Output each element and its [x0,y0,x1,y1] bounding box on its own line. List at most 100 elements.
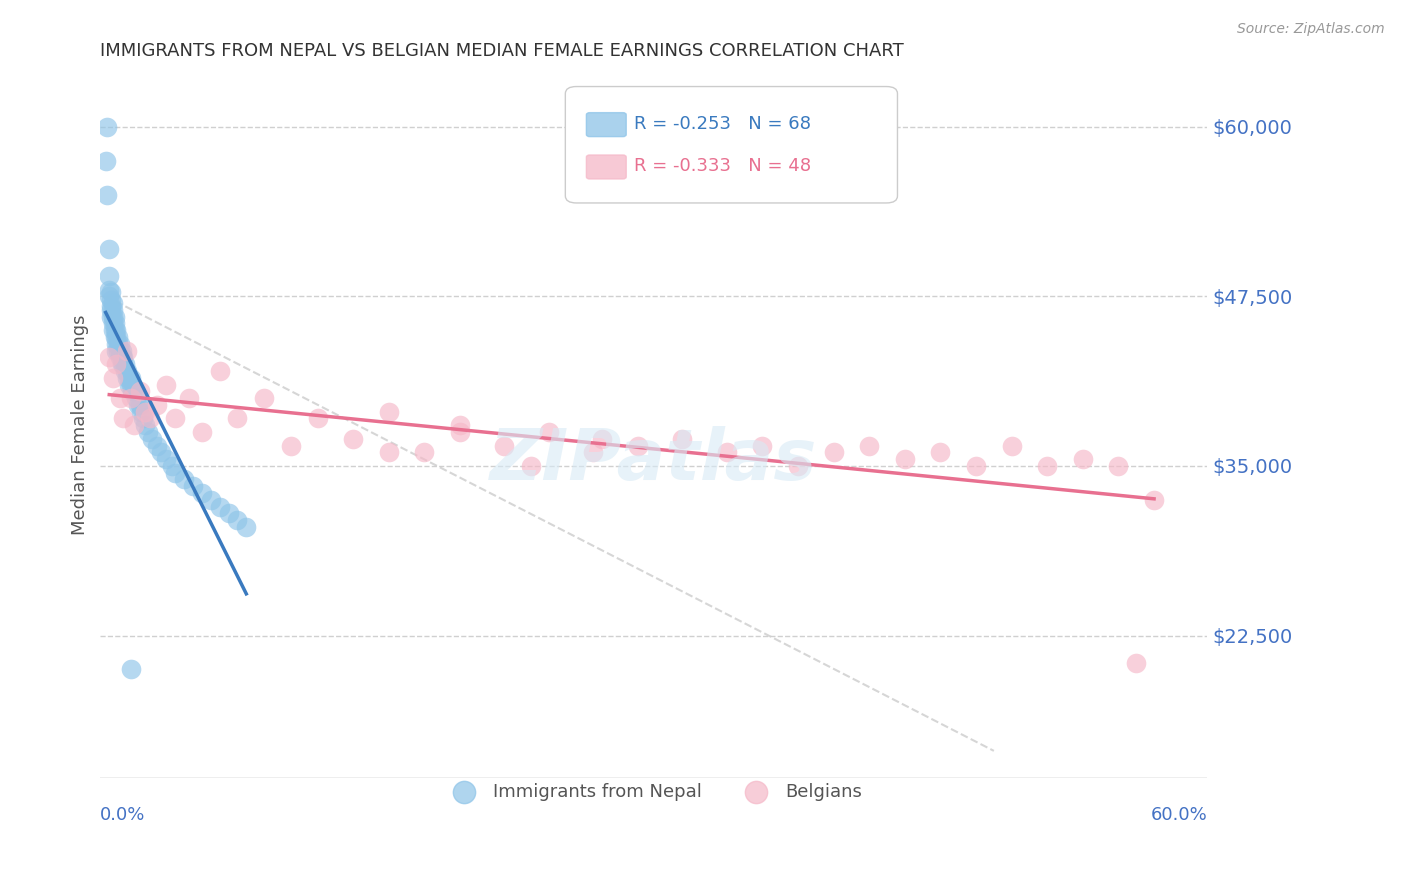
Point [105,330,128,344]
Point [94,153,117,168]
Point [449,425,471,439]
Point [965,458,987,473]
Point [104,330,127,344]
Point [377,404,399,418]
Point [208,500,231,514]
Point [134,404,156,418]
Point [208,364,231,378]
Point [98,283,121,297]
Point [377,445,399,459]
Point [132,411,155,425]
Point [127,398,149,412]
Point [160,458,183,473]
Point [121,384,143,399]
Point [101,302,124,317]
Point [98,351,121,365]
Point [1143,492,1166,507]
Point [115,343,138,358]
Point [105,336,128,351]
Point [191,425,214,439]
Point [1125,656,1147,670]
Point [226,513,249,527]
Point [96,187,118,202]
Point [104,323,127,337]
Point [111,351,134,365]
Point [122,418,145,433]
FancyBboxPatch shape [586,155,626,179]
Text: R = -0.253   N = 68: R = -0.253 N = 68 [634,115,811,133]
Point [107,330,129,344]
Point [165,411,187,425]
Point [98,242,121,256]
Point [751,439,773,453]
Point [591,432,613,446]
Point [671,432,693,446]
Point [104,310,127,324]
Point [122,384,145,399]
Point [181,479,204,493]
Point [520,458,543,473]
Point [107,336,129,351]
Point [413,445,436,459]
Point [200,492,222,507]
Point [155,377,177,392]
Point [582,445,605,459]
Point [494,439,516,453]
Point [1001,439,1024,453]
Point [104,317,127,331]
Point [120,663,142,677]
FancyBboxPatch shape [586,112,626,136]
Point [141,432,163,446]
Point [105,357,128,371]
Point [342,432,364,446]
Point [118,377,141,392]
Point [1071,452,1094,467]
Point [253,391,276,405]
Point [112,411,135,425]
Point [100,299,122,313]
Point [108,336,131,351]
Point [138,425,160,439]
Point [111,343,134,358]
Point [134,418,156,433]
Point [173,473,195,487]
Point [929,445,952,459]
Point [115,364,138,378]
Point [101,310,124,324]
Point [716,445,738,459]
Point [449,418,471,433]
Point [128,384,150,399]
Point [114,364,136,378]
Point [146,439,169,453]
Point [108,351,131,365]
Text: 0.0%: 0.0% [100,806,146,824]
Point [112,357,135,371]
Point [226,411,249,425]
Point [108,391,131,405]
Point [100,293,122,308]
Point [129,404,152,418]
Point [128,398,150,412]
Point [96,120,118,134]
Point [280,439,302,453]
Point [101,323,124,337]
Point [218,507,240,521]
Point [125,391,148,405]
Point [307,411,329,425]
Text: R = -0.333   N = 48: R = -0.333 N = 48 [634,157,811,175]
Point [149,445,172,459]
Point [179,391,201,405]
Point [191,486,214,500]
Point [100,285,122,300]
Point [111,357,134,371]
Point [98,289,121,303]
Point [101,370,124,384]
Point [139,411,162,425]
Point [108,343,131,358]
Point [120,377,142,392]
Point [100,310,122,324]
Point [1036,458,1059,473]
Point [787,458,810,473]
Point [105,323,128,337]
Point [105,343,128,358]
